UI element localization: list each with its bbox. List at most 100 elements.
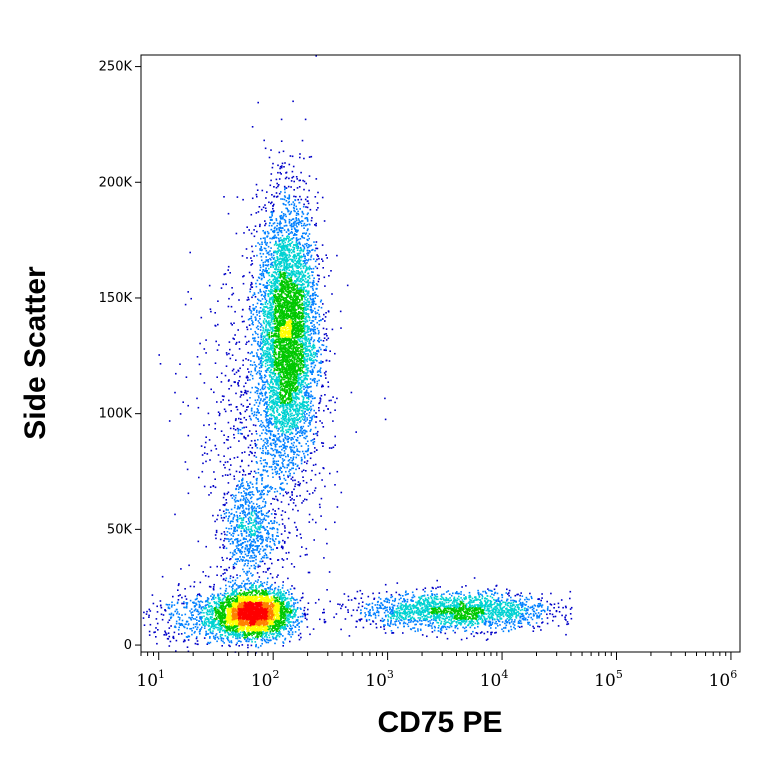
event-point: [297, 357, 299, 360]
event-point: [302, 312, 304, 315]
event-point: [297, 229, 299, 232]
event-point: [277, 392, 280, 394]
event-point: [261, 364, 264, 367]
event-point: [273, 227, 276, 230]
event-point: [263, 355, 265, 357]
event-point: [283, 323, 285, 326]
event-point: [294, 308, 296, 310]
event-point: [312, 371, 314, 373]
event-point: [300, 425, 302, 428]
event-point: [287, 316, 290, 318]
event-point: [302, 316, 304, 318]
event-point: [300, 325, 303, 328]
event-point: [275, 273, 278, 276]
event-point: [274, 262, 276, 265]
event-point: [278, 419, 280, 421]
event-point: [259, 225, 261, 228]
event-point: [256, 392, 259, 395]
event-point: [308, 301, 311, 304]
event-point: [262, 338, 265, 341]
event-point: [283, 411, 285, 413]
event-point: [304, 217, 306, 220]
event-point: [308, 340, 311, 343]
event-point: [293, 289, 295, 291]
event-point: [304, 376, 307, 378]
event-point: [273, 412, 275, 414]
event-point: [286, 375, 289, 378]
event-point: [288, 264, 291, 266]
event-point: [300, 336, 303, 338]
event-point: [289, 428, 292, 431]
event-point: [324, 316, 327, 318]
event-point: [295, 240, 298, 242]
event-point: [269, 317, 271, 319]
event-point: [290, 226, 293, 228]
event-point: [249, 403, 251, 405]
event-point: [295, 445, 298, 448]
event-point: [257, 341, 259, 343]
event-point: [283, 229, 286, 231]
event-point: [260, 259, 263, 262]
event-point: [264, 285, 267, 288]
event-point: [284, 417, 287, 419]
event-point: [283, 254, 285, 256]
event-point: [280, 265, 282, 268]
event-point: [282, 338, 285, 341]
event-point: [312, 360, 314, 362]
event-point: [313, 416, 316, 418]
event-point: [293, 287, 295, 289]
event-point: [293, 379, 295, 382]
event-point: [277, 251, 279, 254]
event-point: [308, 189, 310, 192]
event-point: [268, 320, 270, 322]
event-point: [293, 387, 296, 390]
event-point: [311, 281, 314, 284]
event-point: [288, 369, 290, 371]
event-point: [297, 306, 300, 309]
event-point: [323, 337, 326, 339]
event-point: [274, 426, 276, 429]
event-point: [298, 347, 301, 349]
event-point: [274, 359, 277, 362]
event-point: [291, 355, 293, 358]
event-point: [280, 222, 282, 225]
event-point: [284, 246, 286, 248]
event-point: [305, 182, 307, 185]
event-point: [276, 439, 278, 441]
event-point: [318, 306, 320, 308]
event-point: [269, 342, 271, 345]
event-point: [291, 318, 294, 320]
event-point: [316, 202, 319, 204]
event-point: [306, 200, 309, 202]
event-point: [294, 292, 297, 295]
event-point: [300, 296, 303, 298]
event-point: [282, 430, 285, 433]
event-point: [275, 377, 278, 380]
event-point: [294, 299, 297, 302]
event-point: [312, 340, 315, 343]
event-point: [286, 280, 289, 282]
event-point: [305, 309, 307, 311]
event-point: [287, 249, 289, 252]
event-point: [236, 196, 239, 198]
event-point: [270, 368, 273, 371]
event-point: [276, 383, 279, 385]
event-point: [325, 339, 328, 341]
event-point: [317, 255, 319, 257]
event-point: [291, 265, 294, 267]
event-point: [273, 351, 275, 353]
event-point: [295, 270, 298, 272]
event-point: [290, 270, 293, 272]
event-point: [295, 340, 297, 342]
event-point: [309, 430, 312, 432]
event-point: [295, 423, 297, 426]
event-point: [303, 253, 305, 256]
event-point: [312, 464, 315, 466]
event-point: [255, 365, 258, 368]
event-point: [305, 245, 308, 247]
event-point: [256, 408, 259, 410]
event-point: [259, 249, 261, 251]
event-point: [293, 313, 295, 315]
event-point: [283, 291, 285, 294]
event-point: [286, 430, 288, 433]
